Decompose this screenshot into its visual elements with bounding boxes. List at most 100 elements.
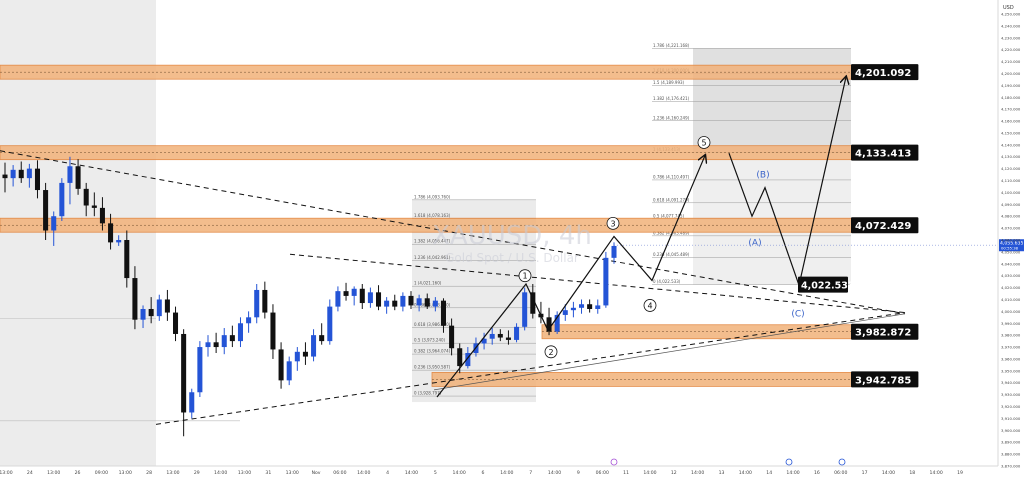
price-tick-label: 4,130.000: [1001, 154, 1021, 159]
sr-zone-tag-text: 3,982.872: [855, 328, 911, 339]
fib-label-left: 0.786 (4,003.000): [414, 302, 451, 307]
price-tick-label: 4,080.000: [1001, 214, 1021, 219]
time-tick-label: 26: [75, 470, 81, 476]
time-tick-label: 19: [957, 470, 963, 476]
fib-label-right: 0.236 (4,045.489): [653, 252, 690, 257]
wave-label-circle: [643, 299, 657, 312]
candle-body: [43, 190, 49, 231]
wave-label-circle: [697, 136, 711, 149]
candle-body: [570, 307, 576, 311]
price-tick-label: 4,240.000: [1001, 23, 1021, 28]
candle-body: [351, 288, 357, 296]
price-tick-label: 4,120.000: [1001, 166, 1021, 171]
candle-body: [481, 338, 487, 344]
candle-body: [246, 317, 252, 324]
trendline-layer: [0, 150, 906, 425]
fib-label-right: 0.786 (4,110.497): [653, 174, 690, 179]
wave-label: 5: [701, 138, 706, 147]
fib-label-right: 1.236 (4,160.249): [653, 115, 690, 120]
wave-label-circle: [606, 216, 620, 230]
fib-label-right: 0.618 (4,091.279): [653, 197, 690, 202]
candle-body: [416, 298, 422, 306]
time-tick-label: 14:00: [453, 470, 466, 476]
candle-body: [286, 361, 292, 381]
price-tick-label: 4,170.000: [1001, 107, 1021, 112]
time-tick-label: 9: [577, 470, 580, 476]
candle-body: [587, 304, 593, 309]
price-tick-label: 3,920.000: [1001, 404, 1021, 409]
time-tick-label: 18: [909, 470, 915, 476]
time-tick-label: 14:00: [357, 470, 370, 476]
candle-body: [124, 240, 130, 279]
candle-body: [67, 166, 73, 183]
sr-zone-tag: [851, 371, 919, 388]
candle-body: [530, 292, 536, 314]
candle-body: [34, 168, 40, 191]
candle-body: [489, 333, 495, 339]
candle-body: [449, 325, 455, 349]
time-tick-label: 14:00: [548, 470, 561, 476]
candle-body: [522, 292, 528, 327]
time-tick-label: 13:00: [286, 470, 299, 476]
fib-label-left: 0 (3,928.797): [414, 391, 442, 396]
price-tick-label: 4,180.000: [1001, 95, 1021, 100]
target-tag: [798, 276, 848, 293]
candle-body: [392, 300, 398, 307]
wave-label-corrective: (A): [748, 238, 761, 248]
time-tick-label: 6: [482, 470, 485, 476]
candle-body: [432, 300, 438, 307]
wave-label-corrective: (C): [791, 310, 804, 320]
wave-correction-path: [728, 77, 846, 288]
price-tick-label: 4,150.000: [1001, 130, 1021, 135]
time-tick-label: 06:00: [834, 470, 847, 476]
current-price-timer: 00:55:38: [1001, 246, 1019, 251]
candle-body: [75, 166, 81, 189]
candle-body: [359, 288, 365, 304]
time-tick-label: 14:00: [739, 470, 752, 476]
candle-body: [562, 310, 568, 315]
fib-label-left: 1.786 (4,093.760): [414, 194, 451, 199]
axis-layer: 4,250.000 4,240.000 4,230.000 4,220.000 4,21…: [0, 12, 1021, 477]
time-tick-label: 5: [434, 470, 437, 476]
time-tick-label: 14:00: [882, 470, 895, 476]
candle-body: [302, 351, 308, 357]
sr-zone-tag: [851, 323, 919, 340]
candle-body: [181, 333, 187, 413]
fib-label-left: 0.382 (3,964.074): [414, 349, 451, 354]
candle-body: [140, 308, 146, 320]
price-tick-label: 4,230.000: [1001, 35, 1021, 40]
candle-body: [311, 335, 317, 357]
time-tick-label: 7: [529, 470, 532, 476]
watermark-symbol: XAUUSD, 4h: [432, 221, 592, 251]
wave-label-circle: [544, 345, 558, 359]
price-axis-bg: [998, 0, 1024, 478]
price-tick-label: 4,030.000: [1001, 273, 1021, 278]
time-tick-label: 13:00: [119, 470, 132, 476]
price-tick-label: 4,060.000: [1001, 238, 1021, 243]
candle-body: [189, 392, 195, 413]
fib-label-left: 1.236 (4,042.961): [414, 255, 451, 260]
price-tick-label: 4,070.000: [1001, 226, 1021, 231]
time-tick-label: 16: [814, 470, 820, 476]
wave-layer: 1 2 3 4 5 (A) (B) (C): [436, 77, 846, 398]
time-tick-label: 4: [386, 470, 389, 476]
candle-body: [205, 342, 211, 348]
candle-body: [59, 182, 65, 217]
candle-body: [465, 353, 471, 367]
candle-body: [132, 278, 138, 320]
sr-zone-tag-text: 4,133.413: [855, 149, 911, 160]
wave-label: 3: [610, 219, 615, 228]
candle-body: [400, 295, 406, 307]
price-tick-label: 4,020.000: [1001, 285, 1021, 290]
candle-body: [221, 335, 227, 348]
trendline-mid: [289, 253, 906, 314]
price-tick-label: 3,970.000: [1001, 345, 1021, 350]
candle-body: [505, 337, 511, 340]
price-tick-label: 4,040.000: [1001, 261, 1021, 266]
time-tick-label: 17: [862, 470, 868, 476]
candle-body: [376, 292, 382, 307]
price-tick-label: 3,930.000: [1001, 392, 1021, 397]
trendline-upper: [0, 150, 906, 315]
time-tick-label: 09:00: [95, 470, 108, 476]
